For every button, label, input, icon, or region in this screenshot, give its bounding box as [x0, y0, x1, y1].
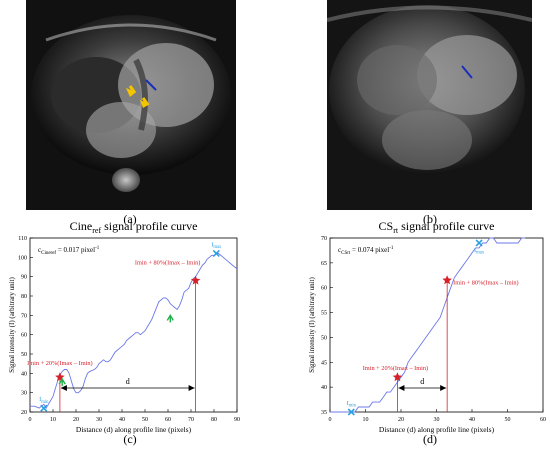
contrast-annotation: cCineref = 0.017 pixel-1: [38, 246, 100, 256]
profile-line-a: [145, 79, 157, 91]
x-tick-label: 30: [96, 417, 102, 423]
plot-frame: [29, 237, 238, 413]
imax-label: Imax: [211, 241, 222, 250]
d-arrow-right-head: [188, 385, 195, 391]
x-tick-label: 40: [119, 417, 125, 423]
x-tick-label: 10: [50, 417, 56, 423]
y-tick-label: 65: [321, 261, 327, 267]
imax-x-marker: [475, 239, 483, 247]
x-tick-label: 40: [469, 417, 475, 423]
profile-line-b: [461, 65, 473, 79]
i20-star-marker: [392, 372, 403, 382]
x-tick-label: 0: [29, 417, 32, 423]
y-tick-label: 30: [21, 391, 27, 397]
mri-image-cine: [26, 0, 236, 210]
x-tick-label: 90: [234, 417, 240, 423]
imin-x-marker: [347, 408, 355, 416]
d-arrow-right-head: [440, 385, 447, 391]
panel-label-c: (c): [123, 432, 137, 446]
y-tick-label: 70: [321, 236, 327, 242]
signal-profile-line: [30, 253, 238, 409]
y-tick-label: 20: [21, 410, 27, 416]
imax-x-marker: [212, 249, 220, 258]
imin-label: Imin: [347, 400, 357, 409]
d-arrow-left-head: [398, 385, 405, 391]
i20-formula-label: Imin + 20%(Imax – Imin): [363, 365, 428, 372]
x-tick-label: 50: [505, 417, 511, 423]
y-tick-label: 50: [321, 335, 327, 341]
y-axis-label: Signal intensity (I) (arbitrary unit): [308, 277, 316, 373]
i80-formula-label: Imin + 80%(Imax – Imin): [453, 279, 518, 286]
y-tick-label: 70: [21, 313, 27, 319]
green-arrow-icon: [166, 313, 174, 323]
y-tick-label: 45: [321, 360, 327, 366]
imin-label: Imin: [39, 396, 49, 405]
y-tick-label: 90: [21, 275, 27, 281]
imax-label: Imax: [474, 247, 485, 256]
yellow-arrow-icon: [140, 100, 150, 108]
x-tick-label: 70: [188, 417, 194, 423]
mri-image-csrt: [327, 0, 532, 210]
y-tick-label: 60: [321, 286, 327, 292]
y-tick-label: 100: [18, 255, 27, 261]
x-tick-label: 50: [142, 417, 148, 423]
y-tick-label: 80: [21, 294, 27, 300]
y-axis-label: Signal intensity (I) (arbitrary unit): [8, 277, 16, 373]
imin-x-marker: [40, 404, 48, 412]
i20-formula-label: Imin + 20%(Imax – Imin): [27, 360, 92, 367]
i20-star-marker: [55, 372, 65, 382]
x-tick-label: 80: [211, 417, 217, 423]
x-tick-label: 10: [363, 417, 369, 423]
y-tick-label: 40: [321, 385, 327, 391]
green-arrow-icon: [58, 377, 66, 387]
y-tick-label: 35: [321, 410, 327, 416]
y-tick-label: 110: [18, 236, 27, 242]
mri-cine-drawing: [26, 0, 236, 210]
panel-label-b: (b): [423, 212, 437, 226]
d-arrow-left-head: [60, 385, 67, 391]
chart-cine-profile: Cineref signal profile curve 0 10 20 30 40 50 6…: [8, 219, 240, 434]
mri-csrt-drawing: [327, 0, 532, 210]
x-tick-label: 60: [165, 417, 171, 423]
panel-label-d: (d): [423, 432, 437, 446]
x-tick-label: 60: [540, 417, 546, 423]
i80-star-marker: [190, 275, 201, 285]
signal-profile-line: [330, 237, 526, 413]
plot-frame: [329, 237, 544, 413]
x-tick-label: 30: [434, 417, 440, 423]
x-tick-label: 20: [73, 417, 79, 423]
d-label: d: [420, 377, 424, 386]
x-tick-label: 0: [329, 417, 332, 423]
i80-star-marker: [442, 275, 452, 285]
contrast-annotation: cCSrt = 0.074 pixel-1: [338, 246, 394, 256]
x-axis-label: Distance (d) along profile line (pixels): [76, 425, 192, 434]
y-tick-label: 55: [321, 311, 327, 317]
yellow-arrow-icon: [126, 88, 136, 97]
y-tick-label: 40: [21, 371, 27, 377]
panel-label-a: (a): [123, 212, 137, 226]
chart-title: Cineref signal profile curve: [70, 219, 198, 235]
y-tick-label: 60: [21, 333, 27, 339]
y-tick-label: 50: [21, 352, 27, 358]
x-tick-label: 20: [398, 417, 404, 423]
d-label: d: [126, 377, 130, 386]
i80-formula-label: Imin + 80%(Imax – Imin): [135, 260, 200, 267]
chart-title: CSrt signal profile curve: [379, 219, 495, 235]
x-axis-label: Distance (d) along profile line (pixels): [379, 425, 495, 434]
